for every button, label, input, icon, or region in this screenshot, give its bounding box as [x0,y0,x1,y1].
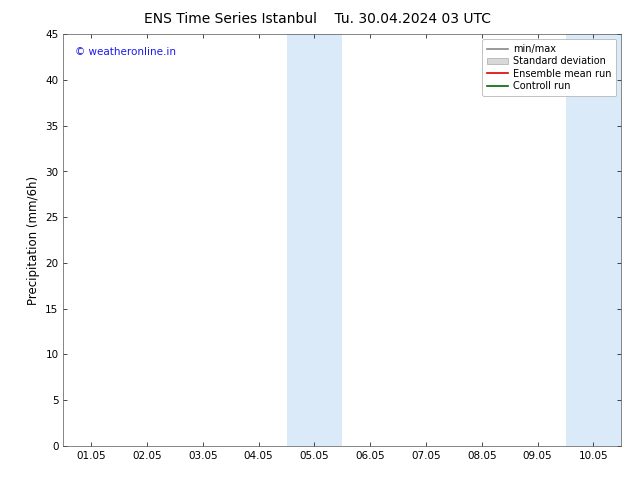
Y-axis label: Precipitation (mm/6h): Precipitation (mm/6h) [27,175,40,305]
Text: © weatheronline.in: © weatheronline.in [75,47,176,57]
Bar [566,34,621,446]
Text: ENS Time Series Istanbul    Tu. 30.04.2024 03 UTC: ENS Time Series Istanbul Tu. 30.04.2024 … [143,12,491,26]
Bar [287,34,342,446]
Legend: min/max, Standard deviation, Ensemble mean run, Controll run: min/max, Standard deviation, Ensemble me… [482,39,616,96]
